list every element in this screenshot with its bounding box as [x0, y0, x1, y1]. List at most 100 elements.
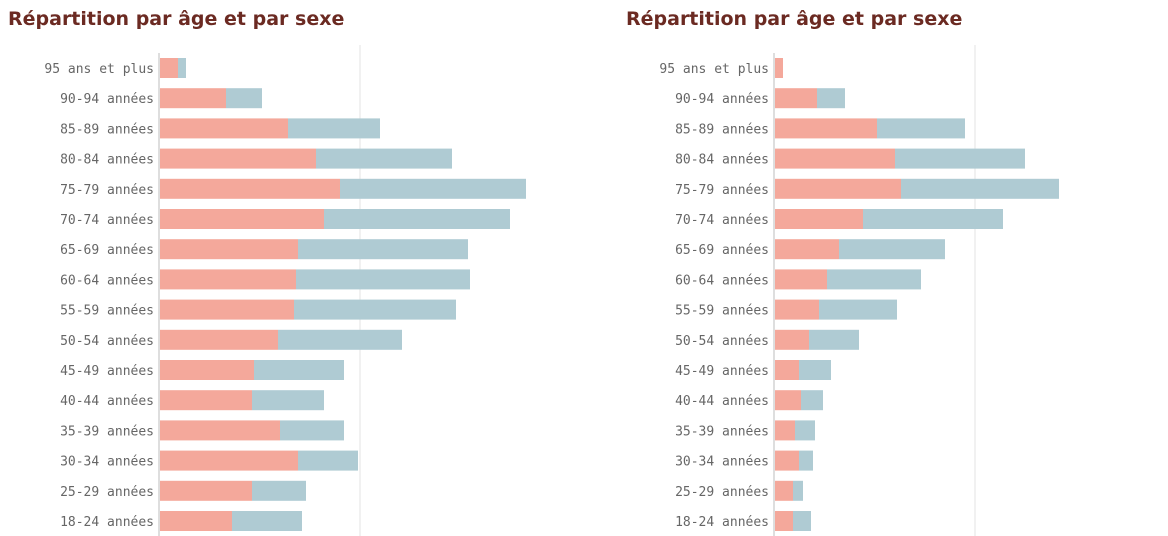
right-bar-female: [775, 511, 793, 531]
left-tick-label: 80-84 années: [60, 153, 154, 168]
left-bar-male: [226, 88, 262, 109]
left-bar-male: [280, 420, 344, 441]
right-tick-label: 75-79 années: [675, 183, 769, 198]
left-bar-female: [160, 360, 254, 380]
left-tick-label: 85-89 années: [60, 122, 154, 137]
right-bar-male: [817, 88, 845, 109]
right-bar-male: [799, 360, 831, 380]
left-bar-male: [254, 360, 344, 380]
left-bar-male: [298, 450, 358, 471]
left-tick-label: 55-59 années: [60, 304, 154, 319]
right-bar-female: [775, 88, 817, 109]
left-bar-female: [160, 58, 178, 78]
left-bar-male: [232, 511, 302, 531]
right-bar-female: [775, 329, 809, 350]
left-bar-male: [294, 299, 456, 320]
chart-title-left: Répartition par âge et par sexe: [8, 8, 345, 30]
right-bar-male: [877, 118, 965, 139]
chart-panel-left: 95 ans et plus 90-94 années 85-89 années 80…: [8, 8, 526, 536]
left-tick-label: 35-39 années: [60, 424, 154, 439]
left-tick-label: 95 ans et plus: [44, 62, 154, 77]
right-bar-female: [775, 118, 877, 139]
population-pyramid-chart-right: 95 ans et plus 90-94 années 85-89 années 80…: [659, 45, 1059, 536]
left-bar-female: [160, 450, 298, 471]
right-tick-label: 35-39 années: [675, 424, 769, 439]
left-bar-male: [252, 390, 324, 411]
right-tick-label: 80-84 années: [675, 153, 769, 168]
left-bar-female: [160, 178, 340, 199]
right-tick-label: 95 ans et plus: [659, 62, 769, 77]
left-tick-label: 30-34 années: [60, 455, 154, 470]
left-bar-female: [160, 209, 324, 229]
left-bar-female: [160, 148, 316, 169]
left-tick-label: 65-69 années: [60, 243, 154, 258]
left-bar-female: [160, 511, 232, 531]
right-bar-male: [801, 390, 823, 411]
right-bar-female: [775, 239, 839, 260]
right-bar-male: [795, 420, 815, 441]
chart-title-right: Répartition par âge et par sexe: [626, 8, 963, 30]
left-bar-female: [160, 390, 252, 411]
left-tick-label: 40-44 années: [60, 394, 154, 409]
right-bar-male: [839, 239, 945, 260]
left-bar-female: [160, 299, 294, 320]
population-pyramid-chart-left: 95 ans et plus 90-94 années 85-89 années 80…: [44, 45, 526, 536]
right-bar-female: [775, 360, 799, 380]
right-tick-label: 25-29 années: [675, 485, 769, 500]
right-bar-male: [809, 329, 859, 350]
left-bar-female: [160, 118, 288, 139]
right-tick-label: 60-64 années: [675, 273, 769, 288]
left-bar-female: [160, 329, 278, 350]
right-bar-male: [827, 269, 921, 290]
right-bar-male: [793, 511, 811, 531]
left-bar-male: [252, 480, 306, 501]
right-bar-male: [901, 178, 1059, 199]
right-bar-male: [819, 299, 897, 320]
left-tick-label: 25-29 années: [60, 485, 154, 500]
left-bar-male: [288, 118, 380, 139]
left-tick-label: 75-79 années: [60, 183, 154, 198]
left-bar-male: [278, 329, 402, 350]
right-bar-male: [793, 480, 803, 501]
left-bar-female: [160, 239, 298, 260]
left-bar-female: [160, 88, 226, 109]
left-tick-label: 70-74 années: [60, 213, 154, 228]
right-tick-label: 40-44 années: [675, 394, 769, 409]
left-tick-label: 60-64 années: [60, 273, 154, 288]
right-bar-female: [775, 269, 827, 290]
left-bar-male: [178, 58, 186, 78]
left-tick-label: 18-24 années: [60, 515, 154, 530]
left-bar-male: [296, 269, 470, 290]
left-tick-label: 45-49 années: [60, 364, 154, 379]
right-tick-label: 70-74 années: [675, 213, 769, 228]
right-bar-female: [775, 58, 783, 78]
right-tick-label: 18-24 années: [675, 515, 769, 530]
right-bar-male: [863, 209, 1003, 229]
right-tick-label: 50-54 années: [675, 334, 769, 349]
left-bar-female: [160, 269, 296, 290]
right-tick-label: 55-59 années: [675, 304, 769, 319]
right-tick-label: 45-49 années: [675, 364, 769, 379]
right-bar-female: [775, 480, 793, 501]
left-bar-male: [316, 148, 452, 169]
right-bar-female: [775, 420, 795, 441]
right-tick-label: 65-69 années: [675, 243, 769, 258]
left-bar-male: [298, 239, 468, 260]
left-bar-female: [160, 420, 280, 441]
right-tick-label: 30-34 années: [675, 455, 769, 470]
right-bar-female: [775, 450, 799, 471]
right-bar-male: [799, 450, 813, 471]
left-bar-male: [324, 209, 510, 229]
chart-panel-right: 95 ans et plus 90-94 années 85-89 années 80…: [584, 0, 1168, 536]
right-bar-female: [775, 390, 801, 411]
right-tick-label: 90-94 années: [675, 92, 769, 107]
left-tick-label: 50-54 années: [60, 334, 154, 349]
right-tick-label: 85-89 années: [675, 122, 769, 137]
right-bar-female: [775, 299, 819, 320]
left-bar-female: [160, 480, 252, 501]
right-bar-male: [895, 148, 1025, 169]
right-bar-female: [775, 148, 895, 169]
right-bar-female: [775, 209, 863, 229]
left-bar-male: [340, 178, 526, 199]
